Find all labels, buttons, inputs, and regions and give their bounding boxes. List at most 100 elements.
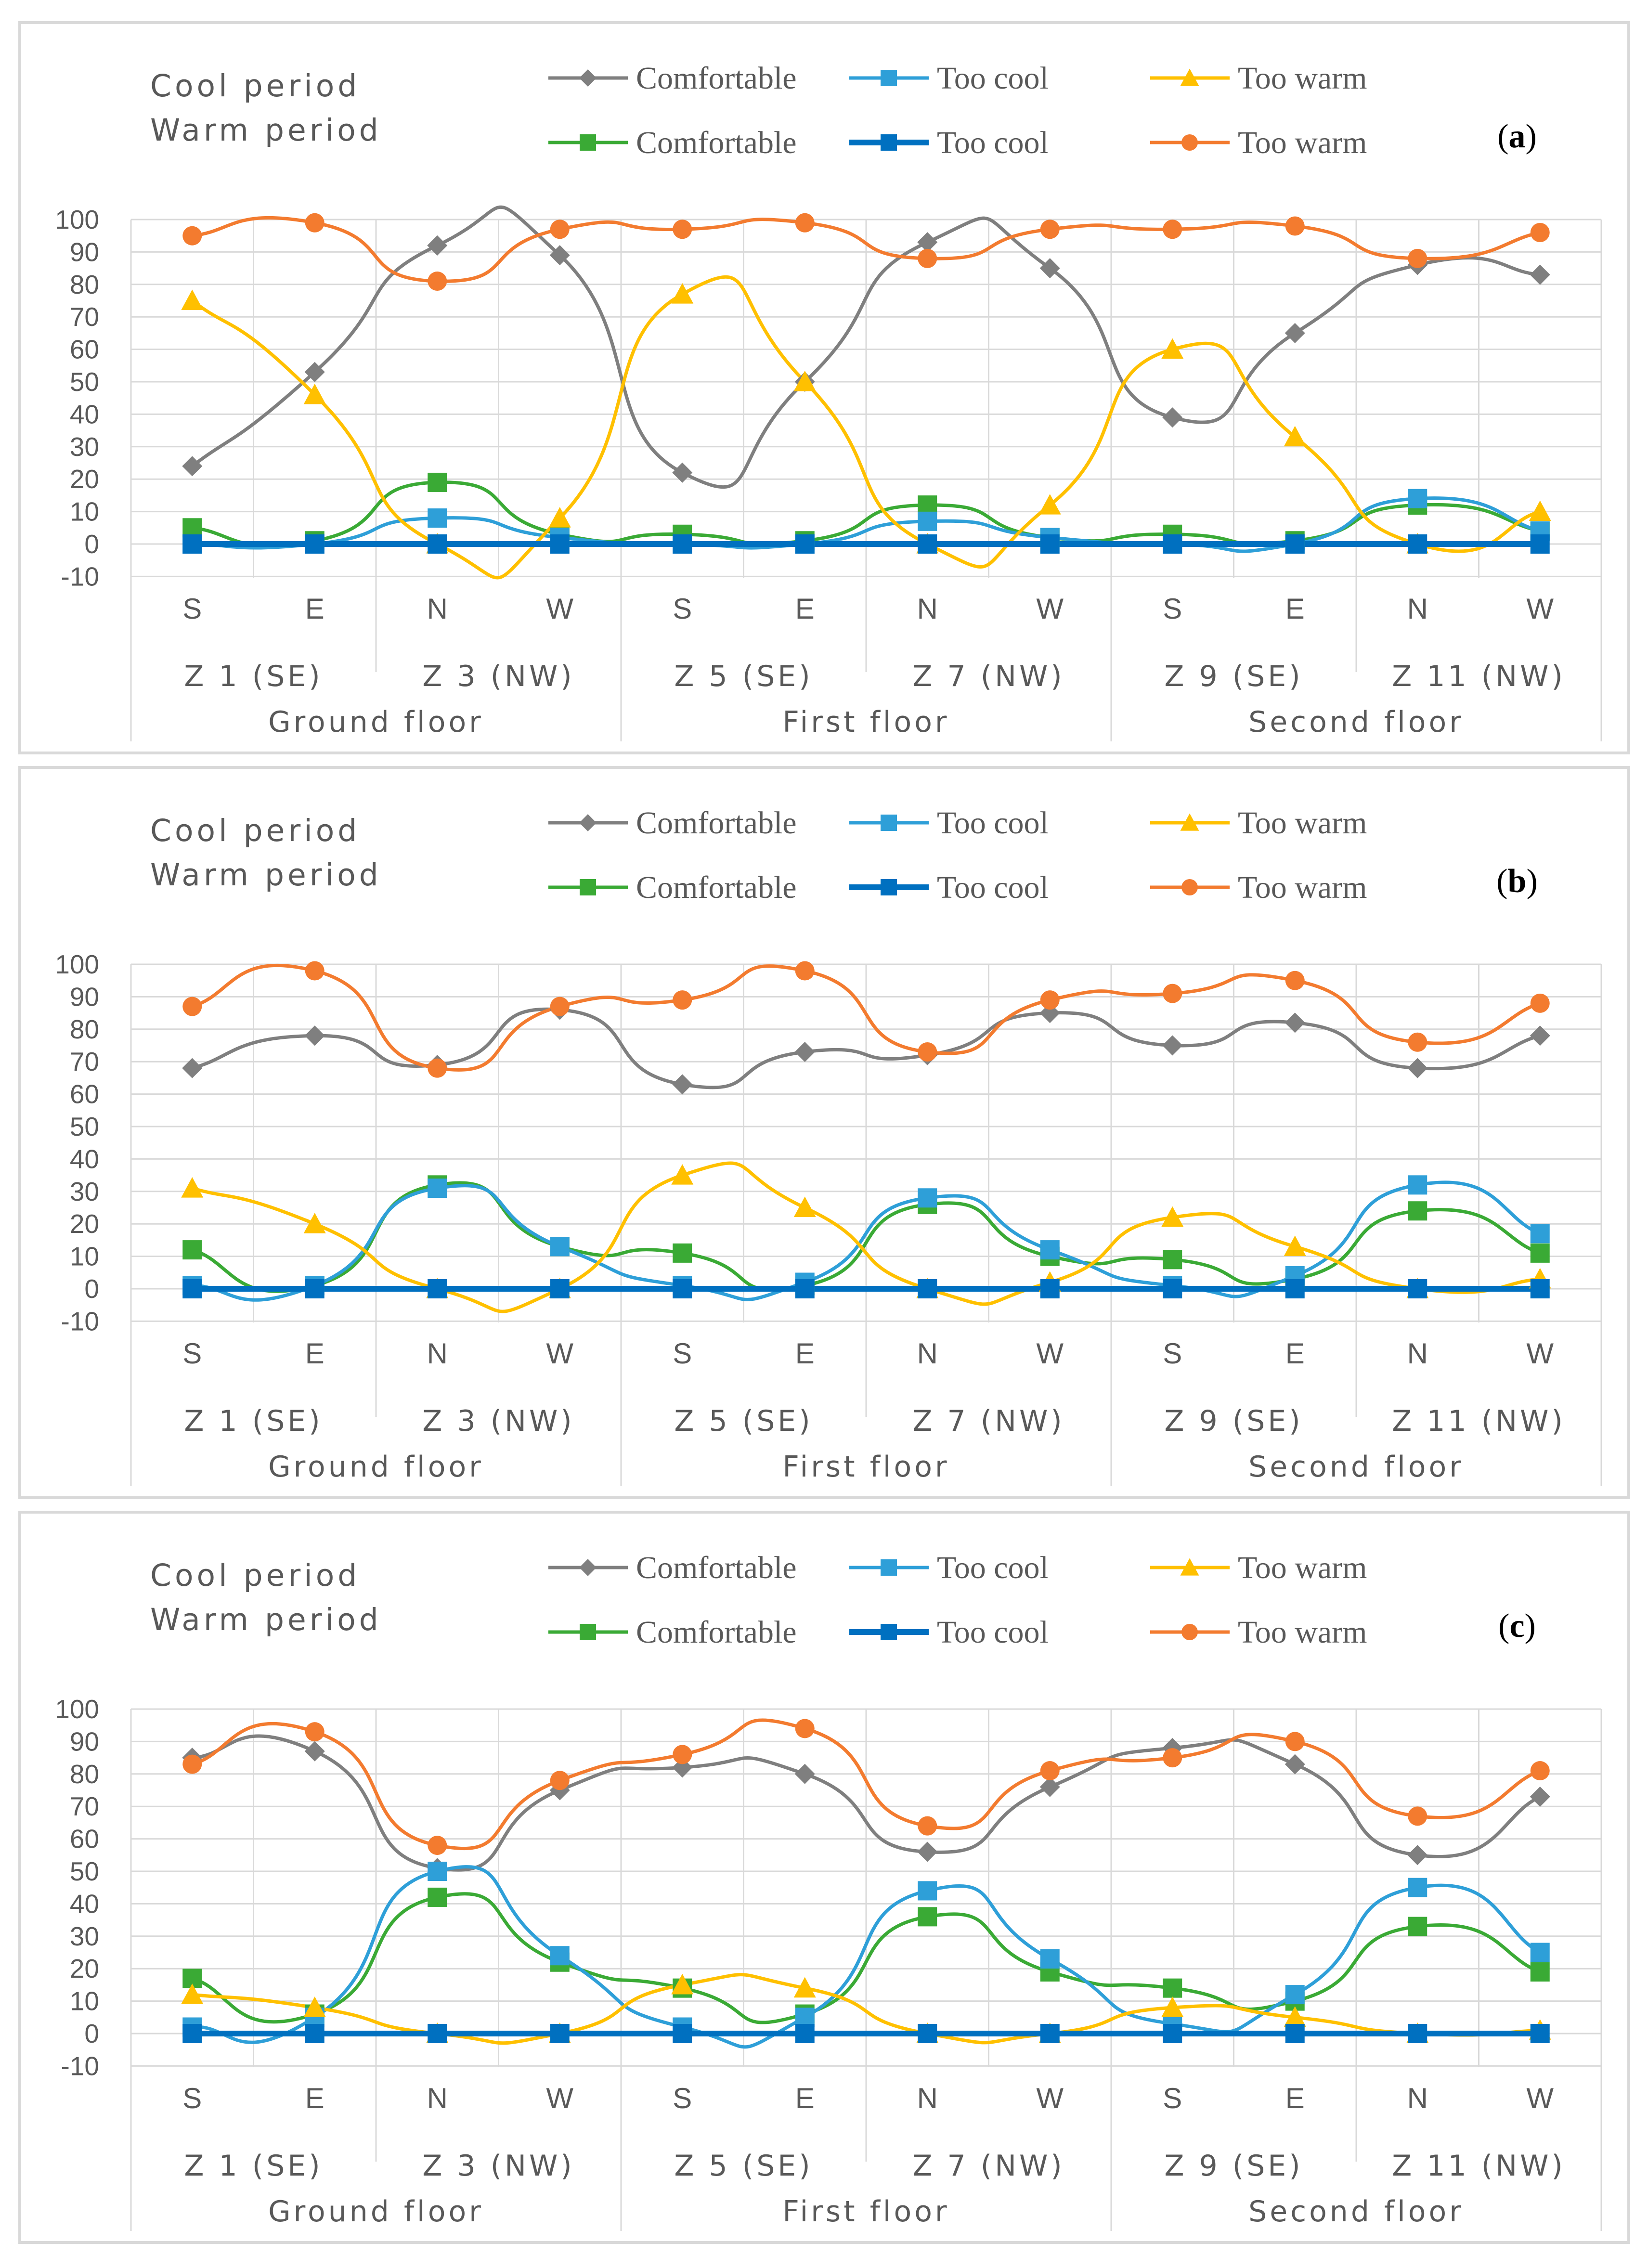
legend-marker [579, 814, 597, 831]
data-point-cool-too-warm [1161, 1206, 1184, 1227]
x-tick-label: N [427, 593, 448, 625]
y-tick-label: 70 [70, 1047, 99, 1076]
legend-marker [1181, 879, 1198, 895]
legend-entry: Too warm [1238, 1615, 1367, 1650]
x-tick-label: W [1526, 2082, 1554, 2114]
legend-entry: Too cool [937, 1615, 1049, 1650]
series-line-warm-too-warm [190, 964, 1542, 1072]
legend-entry: Too cool [937, 1550, 1049, 1585]
data-point-cool-too-cool [428, 1179, 447, 1198]
zone-label: Z 5 (SE) [674, 660, 813, 693]
data-point-cool-too-warm [1529, 500, 1551, 521]
x-tick-label: E [795, 1337, 815, 1370]
data-point-cool-too-warm [793, 1196, 816, 1218]
data-point-warm-too-warm [673, 220, 692, 239]
x-tick-label: W [1526, 1337, 1554, 1370]
legend-marker [1180, 1558, 1199, 1576]
zone-label: Z 11 (NW) [1392, 1404, 1566, 1438]
y-tick-label: 10 [70, 497, 99, 527]
floor-label: First floor [782, 1450, 949, 1484]
data-point-cool-comfortable [182, 456, 203, 477]
data-point-warm-too-cool [182, 534, 202, 554]
data-point-warm-too-warm [1040, 1761, 1060, 1781]
y-tick-label: 0 [84, 1274, 99, 1304]
data-point-warm-too-warm [673, 1745, 692, 1764]
data-point-cool-comfortable [672, 1074, 693, 1095]
legend-entry: Too cool [937, 870, 1049, 905]
category-axis [130, 1322, 1602, 1486]
x-tick-label: E [305, 1337, 324, 1370]
zone-label: Z 7 (NW) [912, 1404, 1064, 1438]
y-tick-label: -10 [61, 2051, 100, 2081]
data-point-warm-too-cool [1163, 534, 1182, 554]
x-tick-label: E [305, 593, 324, 625]
data-point-warm-too-cool [918, 1279, 937, 1298]
data-point-cool-comfortable [304, 1741, 325, 1762]
data-point-cool-too-cool [550, 1946, 570, 1966]
data-point-warm-too-warm [918, 1042, 937, 1062]
y-tick-label: -10 [61, 561, 100, 591]
legend-marker [881, 134, 897, 151]
data-point-warm-too-cool [918, 534, 937, 554]
y-tick-label: 50 [70, 367, 99, 397]
panel-label: (c) [1498, 1607, 1536, 1645]
data-point-cool-too-warm [1284, 426, 1306, 447]
data-point-warm-too-cool [305, 1279, 324, 1298]
data-point-cool-too-warm [548, 507, 571, 528]
data-point-cool-too-warm [181, 1983, 204, 2004]
data-point-warm-too-cool [305, 2024, 324, 2043]
x-tick-label: N [917, 593, 938, 625]
legend-entry: Too cool [937, 61, 1049, 96]
data-point-cool-comfortable [1407, 1058, 1428, 1078]
legend-entry: Too warm [1238, 1550, 1367, 1585]
legend-marker [580, 1624, 596, 1640]
x-tick-label: W [546, 593, 573, 625]
y-tick-label: 90 [70, 1726, 99, 1756]
legend-entry: Too cool [937, 805, 1049, 841]
legend-marker [579, 69, 597, 87]
legend-entry: Too cool [937, 125, 1049, 160]
data-point-warm-too-warm [673, 990, 692, 1010]
data-point-warm-comfortable [1408, 1917, 1427, 1936]
data-point-cool-too-cool [1408, 1175, 1427, 1195]
data-point-cool-too-cool [918, 1881, 937, 1901]
data-point-cool-too-warm [671, 1164, 694, 1185]
y-tick-label: 0 [84, 529, 99, 559]
x-tick-label: N [1407, 593, 1428, 625]
data-point-warm-too-cool [182, 1279, 202, 1298]
y-tick-label: 100 [55, 1694, 99, 1724]
x-tick-label: E [305, 2082, 324, 2114]
data-point-warm-comfortable [428, 1887, 447, 1907]
x-tick-label: E [1285, 593, 1305, 625]
chart-panel-b: -10 0 10 20 30 40 50 60 70 80 90 100 S E N W S E N W S E N W Z 1… [18, 766, 1630, 1499]
data-point-warm-too-cool [1163, 1279, 1182, 1298]
y-tick-label: 100 [55, 949, 99, 979]
data-point-cool-too-warm [793, 1977, 816, 1998]
legend-entry: Too warm [1238, 125, 1367, 160]
y-tick-label: 30 [70, 1921, 99, 1951]
x-tick-label: S [1163, 1337, 1182, 1370]
x-tick-label: S [1163, 2082, 1182, 2114]
legend-entry: Comfortable [636, 125, 797, 160]
legend: Cool period Warm period Comfortable Too coo… [150, 805, 1367, 905]
data-point-warm-too-cool [918, 2024, 937, 2043]
data-point-cool-too-warm [671, 1973, 694, 1995]
data-point-warm-too-cool [428, 534, 447, 554]
data-point-warm-too-warm [550, 997, 570, 1016]
legend-marker [579, 1559, 597, 1576]
x-tick-label: S [1163, 593, 1182, 625]
legend-marker [881, 815, 897, 831]
data-point-cool-too-cool [1408, 489, 1427, 508]
floor-label: Second floor [1248, 2195, 1464, 2229]
category-axis [130, 578, 1602, 741]
floor-label: Ground floor [268, 1450, 484, 1484]
data-point-cool-comfortable [549, 245, 570, 266]
x-tick-label: N [917, 2082, 938, 2114]
zone-label: Z 9 (SE) [1164, 1404, 1303, 1438]
legend-entry: Too warm [1238, 61, 1367, 96]
y-tick-label: 60 [70, 1824, 99, 1854]
data-point-cool-too-cool [428, 508, 447, 528]
y-tick-label: 40 [70, 1889, 99, 1918]
data-point-warm-too-warm [1163, 984, 1182, 1003]
series-line-cool-too-cool [190, 1180, 1542, 1302]
